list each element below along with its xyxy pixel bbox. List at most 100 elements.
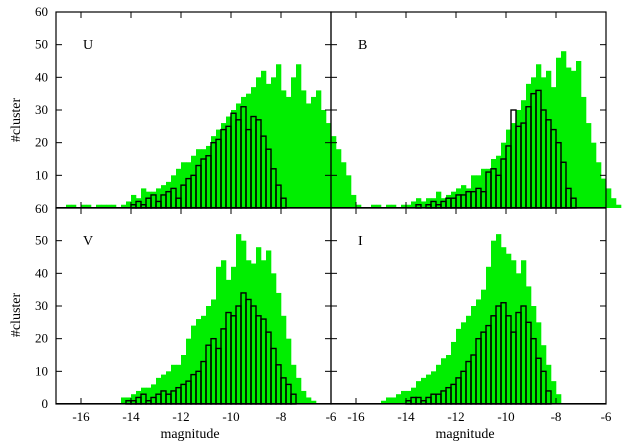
green-bar [266, 83, 272, 208]
green-bar [416, 198, 422, 208]
panel-i: -16 -14 -12 -10 -8 -6 I [330, 207, 612, 424]
green-bar [281, 90, 287, 208]
green-bar [521, 100, 527, 208]
green-bar [556, 394, 562, 404]
green-bar [241, 96, 247, 208]
green-bar [566, 67, 572, 209]
green-bar [536, 64, 542, 209]
green-bar [251, 263, 257, 404]
green-bar [421, 377, 427, 404]
green-bar [201, 315, 207, 404]
green-bar [126, 201, 132, 208]
green-bar [276, 292, 282, 404]
panel-b: B [330, 11, 622, 209]
green-bar [186, 162, 192, 208]
green-bar [196, 149, 202, 208]
green-bar [146, 191, 152, 208]
green-bar [236, 234, 242, 404]
green-bar [156, 377, 162, 404]
x-tick-label: -8 [551, 409, 562, 424]
y-tick-label-top: 60 [35, 4, 48, 19]
green-bar [196, 319, 202, 404]
green-bar [561, 51, 567, 209]
green-bar [436, 364, 442, 404]
green-bar [461, 185, 467, 208]
green-bar [411, 387, 417, 404]
green-bar [581, 96, 587, 208]
x-tick-label: -14 [397, 409, 415, 424]
x-axis-label-left: magnitude [160, 427, 219, 442]
y-tick-label-top: 50 [35, 37, 48, 52]
green-bar [246, 260, 252, 404]
green-bar [226, 116, 232, 208]
green-bar [161, 185, 167, 208]
green-bar [411, 201, 417, 208]
green-bar [166, 181, 172, 208]
green-bar [256, 247, 262, 404]
green-bar [231, 266, 237, 404]
green-bar [106, 204, 112, 208]
y-tick-label-top: 20 [35, 135, 48, 150]
green-bar [206, 145, 212, 208]
green-bar [251, 87, 257, 208]
green-bar [416, 381, 422, 404]
green-bar [191, 325, 197, 404]
green-bar [276, 64, 282, 209]
green-bar [291, 77, 297, 208]
green-bar [571, 70, 577, 208]
green-bar [236, 103, 242, 208]
green-bar [481, 289, 487, 404]
green-bar [536, 322, 542, 404]
green-bar [176, 168, 182, 208]
y-axis-label-top: #cluster [9, 98, 24, 143]
green-bar [171, 175, 177, 208]
y-tick-label-bottom: 0 [42, 396, 49, 411]
green-bar [246, 93, 252, 208]
green-bar [261, 260, 267, 404]
green-bar [391, 204, 397, 208]
green-bar [141, 387, 147, 404]
green-bar [301, 90, 307, 208]
green-bar [501, 142, 507, 208]
green-bar [321, 110, 327, 208]
green-bar [121, 397, 127, 404]
green-bar [176, 364, 182, 404]
green-bar [71, 204, 77, 208]
green-bar [156, 188, 162, 208]
green-bar [401, 204, 407, 208]
green-bar [306, 397, 312, 404]
green-bar [441, 198, 447, 208]
green-bar [346, 175, 352, 208]
green-bar [311, 400, 317, 404]
green-bar [261, 70, 267, 208]
green-bar [151, 384, 157, 404]
green-bar [356, 204, 362, 208]
panel-label: V [83, 234, 93, 249]
green-bar [201, 149, 207, 208]
y-tick-label-bottom: 20 [35, 331, 48, 346]
green-bar [526, 286, 532, 404]
green-bar [306, 103, 312, 208]
green-bar [541, 345, 547, 404]
y-tick-label-top: 30 [35, 102, 48, 117]
green-bar [286, 338, 292, 404]
green-bar [451, 191, 457, 208]
green-bar [341, 162, 347, 208]
green-bar [231, 110, 237, 208]
green-bar [336, 149, 342, 208]
green-bar [66, 204, 72, 208]
green-bar [481, 168, 487, 208]
green-bar [86, 204, 92, 208]
y-tick-label-bottom: 10 [35, 363, 48, 378]
green-bar [456, 188, 462, 208]
green-bar [606, 188, 612, 208]
green-bar [511, 123, 517, 208]
green-bar [281, 315, 287, 404]
green-bar [171, 364, 177, 404]
green-bar [516, 273, 522, 404]
green-bar [296, 64, 302, 209]
green-bar [501, 247, 507, 404]
x-tick-label: -12 [172, 409, 189, 424]
green-bar [146, 387, 152, 404]
